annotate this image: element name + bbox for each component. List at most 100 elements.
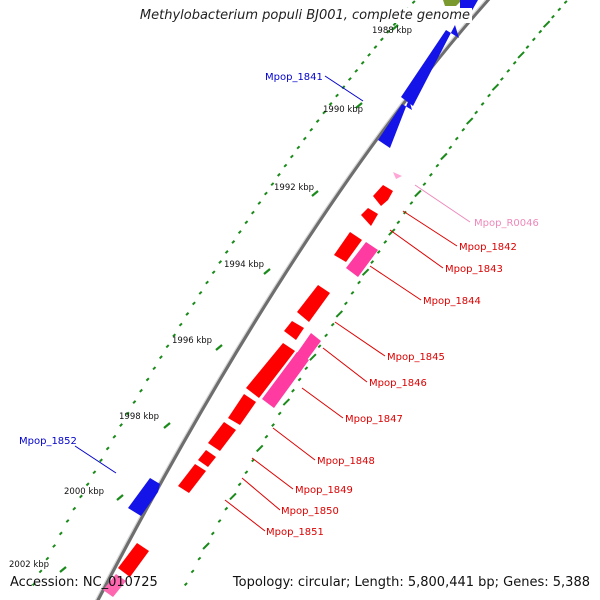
gene-mpop-bottom-pink[interactable] xyxy=(103,574,126,597)
gene-mpop-1845[interactable] xyxy=(284,321,304,340)
gene-mpop-1846[interactable] xyxy=(246,343,295,398)
track-dot xyxy=(474,110,479,115)
track-dot xyxy=(383,240,388,244)
track-dot xyxy=(263,191,268,196)
gene-mpop-1848[interactable] xyxy=(208,422,236,451)
gene-mpop-1842[interactable] xyxy=(373,185,393,206)
track-dot xyxy=(454,136,459,141)
label-leaders xyxy=(74,75,471,532)
gene-label-mpop-1847[interactable]: Mpop_1847 xyxy=(345,414,403,425)
track-dot xyxy=(551,14,555,19)
track-dot xyxy=(289,154,294,159)
top-edge-gene[interactable] xyxy=(443,0,462,6)
track-dot xyxy=(512,60,517,65)
track-dot xyxy=(224,506,229,511)
track-dot xyxy=(31,582,36,587)
track-dot xyxy=(357,280,361,285)
ruler-label-1990: 1990 kbp xyxy=(323,105,363,115)
track-dot xyxy=(237,482,242,487)
track-dot xyxy=(99,458,103,463)
track-dot xyxy=(563,0,568,5)
track-dot xyxy=(309,353,317,361)
track-dot xyxy=(376,250,381,254)
track-dot xyxy=(190,569,195,574)
gene-label-mpop-1848[interactable]: Mpop_1848 xyxy=(317,456,375,467)
gene-label-mpop-1851[interactable]: Mpop_1851 xyxy=(266,527,324,538)
track-dot xyxy=(396,220,401,225)
track-dot xyxy=(139,388,143,393)
track-dot xyxy=(480,102,485,106)
outer-dotted-track xyxy=(183,0,568,587)
track-dot xyxy=(79,494,83,499)
track-dot xyxy=(45,556,50,561)
ruler-ticks xyxy=(59,24,399,573)
gene-mpop-1847[interactable] xyxy=(262,352,309,408)
track-dot xyxy=(58,531,63,536)
gene-mpop-1850[interactable] xyxy=(178,464,206,493)
track-dot xyxy=(125,411,130,416)
track-dot xyxy=(506,68,511,73)
forward-genes xyxy=(128,0,478,516)
track-dot xyxy=(328,102,333,106)
track-dot xyxy=(322,110,327,115)
gene-mpop-1846-pink[interactable] xyxy=(297,333,321,360)
gene-label-mpop-1841[interactable]: Mpop_1841 xyxy=(265,72,323,83)
track-dot xyxy=(92,470,97,475)
gene-label-mpop-r0046[interactable]: Mpop_R0046 xyxy=(474,218,539,229)
track-dot xyxy=(386,29,391,34)
gene-label-mpop-1845[interactable]: Mpop_1845 xyxy=(387,352,445,363)
gene-label-mpop-1852[interactable]: Mpop_1852 xyxy=(19,436,77,447)
track-dot xyxy=(297,377,302,382)
gene-mpop-1844[interactable] xyxy=(297,285,330,322)
gene-label-mpop-1846[interactable]: Mpop_1846 xyxy=(369,378,427,389)
gene-mpop-1852[interactable] xyxy=(128,478,160,516)
gene-mpop-1843-a[interactable] xyxy=(361,208,378,226)
track-dot xyxy=(367,52,371,57)
track-dot xyxy=(152,366,157,371)
track-dot xyxy=(271,423,275,427)
track-dot xyxy=(409,201,414,205)
track-dot xyxy=(270,182,275,187)
track-dot xyxy=(205,280,209,285)
track-dot xyxy=(324,333,329,338)
track-dot xyxy=(183,582,188,587)
track-dot xyxy=(191,301,196,306)
map-title-text: Methylobacterium populi BJ001, complete … xyxy=(137,8,472,23)
track-dot xyxy=(411,0,416,5)
gene-label-mpop-1850[interactable]: Mpop_1850 xyxy=(281,506,339,517)
track-dot xyxy=(335,93,339,98)
gene-label-mpop-1849[interactable]: Mpop_1849 xyxy=(295,485,353,496)
gene-mpop-1849[interactable] xyxy=(198,450,216,467)
gene-label-mpop-1844[interactable]: Mpop_1844 xyxy=(423,296,481,307)
gene-mpop-r0046[interactable] xyxy=(393,172,402,179)
track-dot xyxy=(499,77,504,81)
track-dot xyxy=(360,60,365,65)
ruler-label-2000: 2000 kbp xyxy=(64,487,104,497)
track-dot xyxy=(72,506,77,511)
gene-mpop-1851-bottom[interactable] xyxy=(118,543,149,577)
track-dot xyxy=(229,492,237,501)
track-dot xyxy=(440,152,448,161)
track-dot xyxy=(218,260,223,264)
track-dot xyxy=(379,37,384,42)
gene-label-mpop-1843[interactable]: Mpop_1843 xyxy=(445,264,503,275)
track-dot xyxy=(422,182,427,187)
track-dot xyxy=(542,20,551,28)
gene-mpop-1843[interactable] xyxy=(334,232,362,262)
track-dot xyxy=(461,127,466,132)
gene-mpop-1847-red[interactable] xyxy=(228,394,256,425)
gene-label-mpop-1842[interactable]: Mpop_1842 xyxy=(459,242,517,253)
track-dot xyxy=(237,230,242,234)
track-dot xyxy=(244,470,249,475)
track-dot xyxy=(392,22,397,27)
gene-mpop-1843-pink[interactable] xyxy=(346,242,378,277)
track-dot xyxy=(557,7,562,12)
track-dot xyxy=(304,366,309,371)
track-dot xyxy=(343,301,348,306)
track-dot xyxy=(244,220,249,225)
gene-mpop-1841-b[interactable] xyxy=(378,99,412,148)
gene-mpop-1841[interactable] xyxy=(401,25,459,106)
track-dot xyxy=(317,344,322,349)
